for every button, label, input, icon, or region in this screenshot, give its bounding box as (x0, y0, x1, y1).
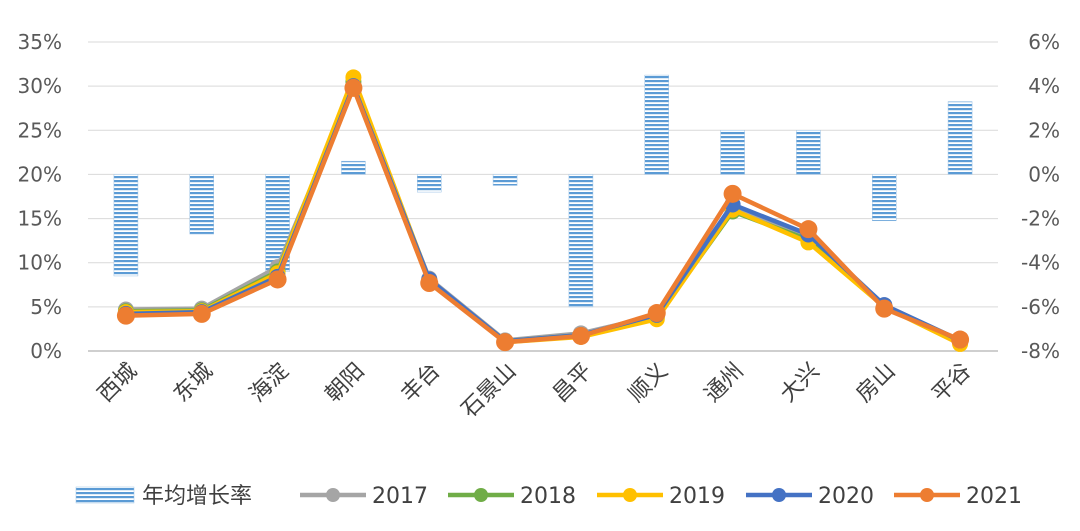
left-tick-label: 35% (18, 30, 62, 54)
category-label: 海淀 (245, 359, 294, 408)
legend-label: 年均增长率 (142, 484, 252, 509)
left-axis-ticks: 0% 5% 10% 15% 20% 25% 30% 35% (18, 30, 62, 363)
category-label: 丰台 (397, 359, 446, 408)
legend-marker (474, 488, 488, 502)
category-label: 西城 (93, 359, 142, 408)
category-label: 昌平 (548, 359, 597, 408)
legend-label: 2020 (818, 484, 874, 509)
category-label: 石景山 (457, 359, 521, 423)
right-tick-label: -2% (1021, 207, 1060, 231)
bar (492, 174, 518, 186)
bar (644, 74, 669, 175)
bar (417, 174, 442, 193)
legend-label: 2019 (669, 484, 725, 509)
legend-swatch (75, 486, 135, 504)
right-tick-label: -8% (1021, 339, 1060, 363)
right-tick-label: -6% (1021, 295, 1060, 319)
category-labels: 西城 东城 海淀 朝阳 丰台 石景山 昌平 顺义 通州 大兴 房山 平谷 (93, 359, 976, 423)
series-point (723, 184, 742, 203)
category-label: 朝阳 (321, 359, 370, 408)
left-tick-label: 30% (18, 74, 62, 98)
right-tick-label: 4% (1028, 74, 1060, 98)
series-point (344, 78, 363, 97)
series-point (420, 274, 439, 293)
right-tick-label: 0% (1028, 162, 1060, 186)
bar (189, 174, 214, 235)
right-axis-ticks: -8% -6% -4% -2% 0% 2% 4% 6% (1021, 30, 1060, 363)
series-2017 (117, 78, 969, 349)
right-tick-label: 6% (1028, 30, 1060, 54)
bar (113, 174, 139, 277)
left-tick-label: 5% (30, 295, 62, 319)
series-line (123, 85, 963, 345)
series-point (875, 299, 894, 318)
legend-label: 2021 (966, 484, 1022, 509)
series-point (268, 270, 287, 289)
series-point (571, 326, 590, 345)
legend-label: 2018 (520, 484, 576, 509)
legend-marker (920, 488, 934, 502)
left-tick-label: 10% (18, 251, 62, 275)
bar (341, 160, 366, 175)
category-label: 顺义 (624, 359, 673, 408)
bar (947, 101, 973, 175)
series-2019 (117, 69, 969, 352)
series-2018 (117, 73, 969, 351)
right-tick-label: 2% (1028, 118, 1060, 142)
category-label: 通州 (700, 359, 749, 408)
gridlines (88, 41, 998, 352)
left-tick-label: 20% (18, 162, 62, 186)
left-tick-label: 25% (18, 118, 62, 142)
legend: 年均增长率 2017 2018 2019 2020 2021 (75, 484, 1022, 509)
category-label: 平谷 (928, 359, 977, 408)
left-tick-label: 15% (18, 207, 62, 231)
category-label: 房山 (852, 359, 901, 408)
series-point (496, 333, 515, 352)
category-label: 大兴 (776, 359, 825, 408)
series-point (116, 306, 135, 325)
legend-marker (772, 488, 786, 502)
line-series (116, 69, 970, 352)
bar-series (113, 74, 973, 308)
category-label: 东城 (169, 359, 218, 408)
series-point (951, 330, 970, 349)
bar (872, 174, 897, 222)
left-tick-label: 0% (30, 339, 62, 363)
legend-marker (326, 488, 340, 502)
series-line (123, 83, 963, 343)
legend-label: 2017 (372, 484, 428, 509)
series-point (799, 220, 818, 239)
series-line (123, 75, 963, 347)
series-point (647, 304, 666, 323)
bar (796, 130, 821, 175)
series-2021 (116, 78, 970, 352)
bar (568, 174, 594, 308)
legend-marker (623, 488, 637, 502)
series-line (123, 79, 963, 345)
series-line (123, 83, 963, 344)
series-point (192, 304, 211, 323)
right-tick-label: -4% (1021, 251, 1060, 275)
series-2020 (117, 78, 969, 350)
bar (720, 130, 745, 175)
